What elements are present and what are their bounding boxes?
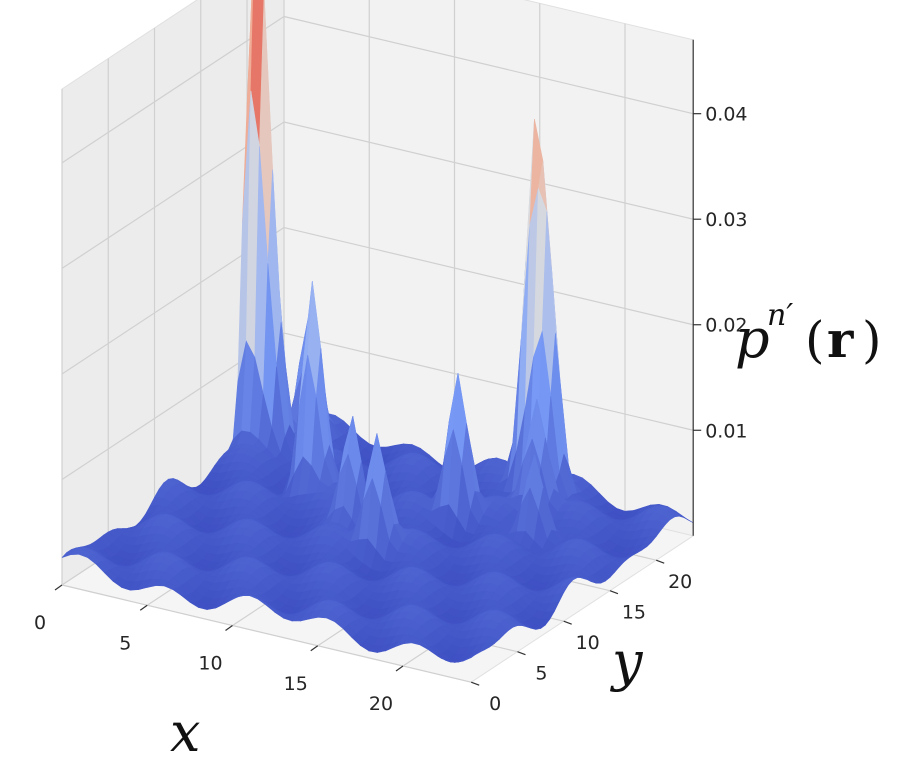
z-axis-label-base: p (735, 307, 770, 370)
x-tick-mark (139, 604, 148, 611)
axis-ticks: 0 5 10 15 20 0 5 10 15 20 0.01 0.02 0.03 0.04 (34, 39, 748, 715)
surface-facet (462, 653, 476, 662)
x-tick-label: 10 (198, 653, 222, 675)
z-axis-label-open-paren: ( (805, 311, 825, 369)
y-tick-mark (655, 559, 665, 564)
x-tick-mark (54, 584, 63, 591)
y-axis-label: y (610, 630, 644, 693)
y-tick-label: 20 (668, 571, 692, 593)
y-tick-mark (517, 651, 526, 656)
x-tick-mark (225, 625, 233, 631)
z-tick-label: 0.01 (705, 420, 747, 442)
y-tick-label: 10 (576, 632, 600, 654)
y-tick-label: 5 (535, 663, 547, 685)
side-gridline-z (61, 15, 285, 164)
back-gridline-z (283, 15, 694, 115)
y-tick-label: 15 (622, 602, 646, 624)
x-tick-label: 20 (369, 693, 393, 715)
z-axis-label-superscript: n′ (767, 298, 793, 333)
y-tick-label: 0 (489, 693, 501, 715)
back-gridline-z (283, 121, 694, 220)
back-gridline-z (283, 332, 694, 431)
x-tick-mark (395, 665, 404, 672)
x-tick-label: 15 (284, 673, 308, 695)
x-axis-label: x (170, 701, 200, 757)
z-tick-label: 0.02 (705, 315, 747, 337)
y-tick-mark (609, 590, 619, 595)
y-tick-mark (470, 681, 480, 686)
z-tick-label: 0.03 (705, 209, 747, 231)
z-axis-label-argument: r (827, 310, 854, 369)
y-tick-mark (563, 620, 572, 625)
back-gridline-z (283, 226, 694, 326)
z-tick-label: 0.04 (705, 104, 747, 126)
surface-mesh (61, 0, 694, 663)
z-axis-label: p n′ ( r ) (735, 298, 882, 370)
x-tick-mark (310, 645, 319, 652)
x-tick-label: 0 (34, 612, 46, 634)
z-axis-label-close-paren: ) (862, 311, 882, 369)
x-tick-label: 5 (119, 632, 131, 654)
